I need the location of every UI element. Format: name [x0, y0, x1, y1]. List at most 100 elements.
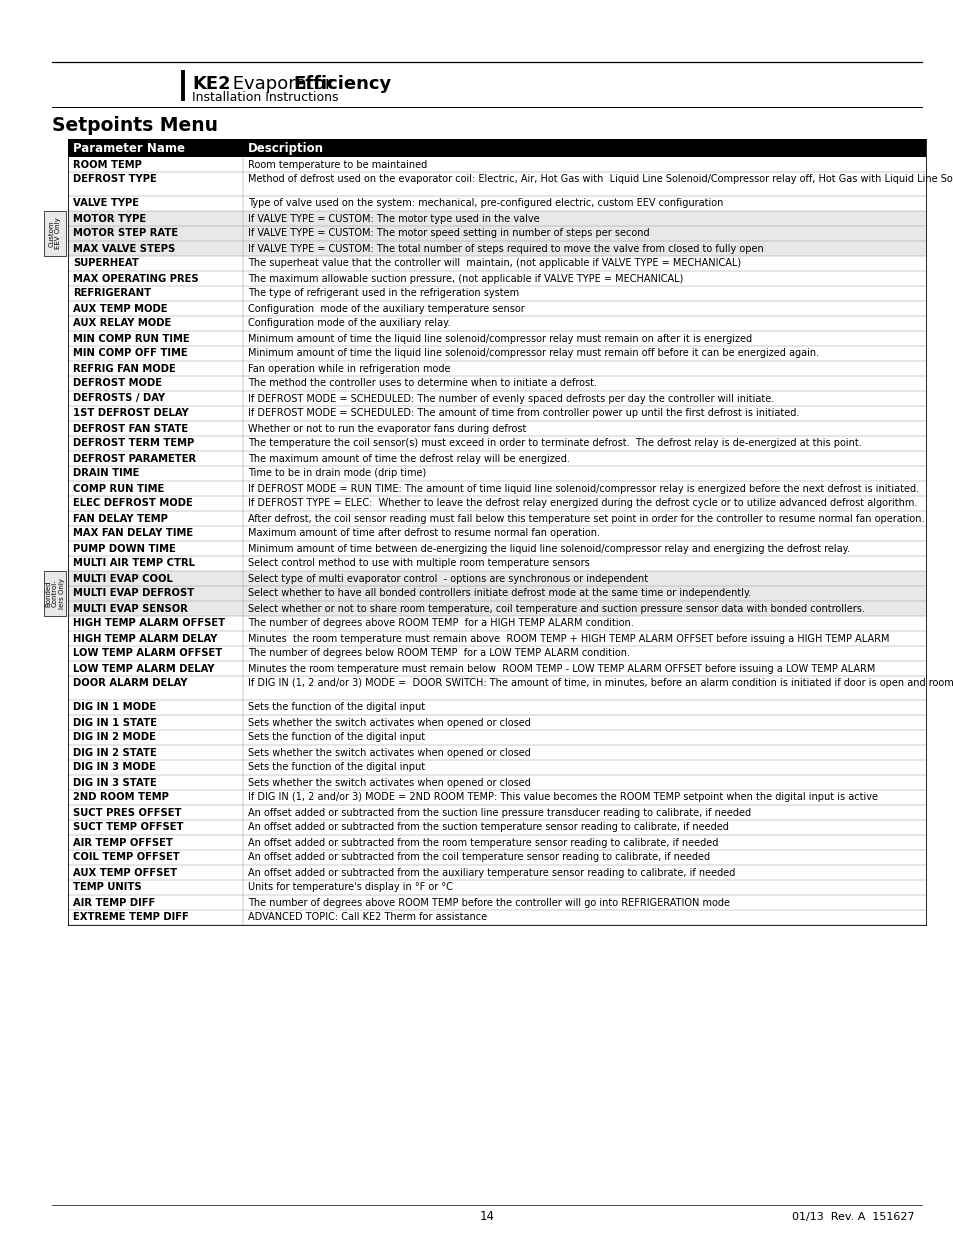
Bar [68, 172, 925, 196]
Text: MIN COMP RUN TIME: MIN COMP RUN TIME [73, 333, 190, 343]
Text: If DIG IN (1, 2 and/or 3) MODE =  DOOR SWITCH: The amount of time, in minutes, b: If DIG IN (1, 2 and/or 3) MODE = DOOR SW… [248, 678, 953, 688]
Text: AUX TEMP OFFSET: AUX TEMP OFFSET [73, 867, 177, 878]
Text: SUCT PRES OFFSET: SUCT PRES OFFSET [73, 808, 181, 818]
Bar [68, 226, 925, 241]
Text: EXTREME TEMP DIFF: EXTREME TEMP DIFF [73, 913, 189, 923]
Bar [68, 436, 925, 451]
Text: DEFROST PARAMETER: DEFROST PARAMETER [73, 453, 196, 463]
Text: 1ST DEFROST DELAY: 1ST DEFROST DELAY [73, 409, 189, 419]
Text: LOW TEMP ALARM OFFSET: LOW TEMP ALARM OFFSET [73, 648, 222, 658]
Text: AUX RELAY MODE: AUX RELAY MODE [73, 319, 172, 329]
Bar [68, 745, 925, 760]
Text: ROOM TEMP: ROOM TEMP [73, 159, 142, 169]
Text: DIG IN 2 MODE: DIG IN 2 MODE [73, 732, 155, 742]
Text: DIG IN 1 MODE: DIG IN 1 MODE [73, 703, 156, 713]
Bar [68, 864, 925, 881]
Text: Method of defrost used on the evaporator coil: Electric, Air, Hot Gas with  Liqu: Method of defrost used on the evaporator… [248, 174, 953, 184]
Bar [68, 211, 925, 226]
Text: DEFROSTS / DAY: DEFROSTS / DAY [73, 394, 165, 404]
Bar [68, 346, 925, 361]
Text: MAX FAN DELAY TIME: MAX FAN DELAY TIME [73, 529, 193, 538]
Bar [68, 421, 925, 436]
Bar [68, 526, 925, 541]
Text: 01/13  Rev. A  151627: 01/13 Rev. A 151627 [792, 1212, 914, 1221]
Text: The maximum amount of time the defrost relay will be energized.: The maximum amount of time the defrost r… [248, 453, 569, 463]
Text: If VALVE TYPE = CUSTOM: The motor speed setting in number of steps per second: If VALVE TYPE = CUSTOM: The motor speed … [248, 228, 649, 238]
Bar [68, 361, 925, 375]
Bar [68, 820, 925, 835]
Bar [68, 511, 925, 526]
Text: Sets whether the switch activates when opened or closed: Sets whether the switch activates when o… [248, 747, 530, 757]
Text: The maximum allowable suction pressure, (not applicable if VALVE TYPE = MECHANIC: The maximum allowable suction pressure, … [248, 273, 682, 284]
Text: Whether or not to run the evaporator fans during defrost: Whether or not to run the evaporator fan… [248, 424, 526, 433]
Bar [68, 301, 925, 316]
Bar [68, 760, 925, 776]
Text: DEFROST FAN STATE: DEFROST FAN STATE [73, 424, 188, 433]
Text: Select whether or not to share room temperature, coil temperature and suction pr: Select whether or not to share room temp… [248, 604, 864, 614]
Text: DIG IN 2 STATE: DIG IN 2 STATE [73, 747, 156, 757]
Text: DEFROST MODE: DEFROST MODE [73, 378, 162, 389]
Text: If DEFROST MODE = RUN TIME: The amount of time liquid line solenoid/compressor r: If DEFROST MODE = RUN TIME: The amount o… [248, 483, 918, 494]
Text: Type of valve used on the system: mechanical, pre-configured electric, custom EE: Type of valve used on the system: mechan… [248, 199, 722, 209]
Text: 2ND ROOM TEMP: 2ND ROOM TEMP [73, 793, 169, 803]
Text: MOTOR STEP RATE: MOTOR STEP RATE [73, 228, 178, 238]
Text: MULTI EVAP COOL: MULTI EVAP COOL [73, 573, 172, 583]
Text: After defrost, the coil sensor reading must fall below this temperature set poin: After defrost, the coil sensor reading m… [248, 514, 923, 524]
Text: Configuration  mode of the auxiliary temperature sensor: Configuration mode of the auxiliary temp… [248, 304, 524, 314]
Text: AIR TEMP OFFSET: AIR TEMP OFFSET [73, 837, 172, 847]
Text: Fan operation while in refrigeration mode: Fan operation while in refrigeration mod… [248, 363, 450, 373]
Text: Minutes the room temperature must remain below  ROOM TEMP - LOW TEMP ALARM OFFSE: Minutes the room temperature must remain… [248, 663, 875, 673]
Bar [44, 571, 66, 616]
Text: If VALVE TYPE = CUSTOM: The total number of steps required to move the valve fro: If VALVE TYPE = CUSTOM: The total number… [248, 243, 763, 253]
Bar [68, 157, 925, 172]
Text: If DEFROST TYPE = ELEC:  Whether to leave the defrost relay energized during the: If DEFROST TYPE = ELEC: Whether to leave… [248, 499, 917, 509]
Text: The superheat value that the controller will  maintain, (not applicable if VALVE: The superheat value that the controller … [248, 258, 740, 268]
Text: Sets whether the switch activates when opened or closed: Sets whether the switch activates when o… [248, 778, 530, 788]
Text: Configuration mode of the auxiliary relay.: Configuration mode of the auxiliary rela… [248, 319, 450, 329]
Text: DIG IN 3 MODE: DIG IN 3 MODE [73, 762, 155, 773]
Text: Efficiency: Efficiency [293, 75, 391, 93]
Bar [68, 451, 925, 466]
Bar [68, 730, 925, 745]
Bar [68, 776, 925, 790]
Text: HIGH TEMP ALARM OFFSET: HIGH TEMP ALARM OFFSET [73, 619, 225, 629]
Text: If DEFROST MODE = SCHEDULED: The amount of time from controller power up until t: If DEFROST MODE = SCHEDULED: The amount … [248, 409, 799, 419]
Text: REFRIG FAN MODE: REFRIG FAN MODE [73, 363, 175, 373]
Text: An offset added or subtracted from the suction temperature sensor reading to cal: An offset added or subtracted from the s… [248, 823, 728, 832]
Bar [68, 331, 925, 346]
Text: If VALVE TYPE = CUSTOM: The motor type used in the valve: If VALVE TYPE = CUSTOM: The motor type u… [248, 214, 539, 224]
Text: An offset added or subtracted from the room temperature sensor reading to calibr: An offset added or subtracted from the r… [248, 837, 718, 847]
Text: Sets the function of the digital input: Sets the function of the digital input [248, 762, 425, 773]
Bar [68, 910, 925, 925]
Text: DIG IN 3 STATE: DIG IN 3 STATE [73, 778, 156, 788]
Text: TEMP UNITS: TEMP UNITS [73, 883, 141, 893]
Bar [68, 805, 925, 820]
Text: If DIG IN (1, 2 and/or 3) MODE = 2ND ROOM TEMP: This value becomes the ROOM TEMP: If DIG IN (1, 2 and/or 3) MODE = 2ND ROO… [248, 793, 877, 803]
Text: Select control method to use with multiple room temperature sensors: Select control method to use with multip… [248, 558, 589, 568]
Text: MULTI AIR TEMP CTRL: MULTI AIR TEMP CTRL [73, 558, 194, 568]
Bar [68, 375, 925, 391]
Bar [68, 585, 925, 601]
Text: Minutes  the room temperature must remain above  ROOM TEMP + HIGH TEMP ALARM OFF: Minutes the room temperature must remain… [248, 634, 888, 643]
Text: Select type of multi evaporator control  - options are synchronous or independen: Select type of multi evaporator control … [248, 573, 647, 583]
Bar [68, 287, 925, 301]
Bar [68, 881, 925, 895]
Text: Time to be in drain mode (drip time): Time to be in drain mode (drip time) [248, 468, 426, 478]
Text: Select whether to have all bonded controllers initiate defrost mode at the same : Select whether to have all bonded contro… [248, 589, 751, 599]
Text: The number of degrees below ROOM TEMP  for a LOW TEMP ALARM condition.: The number of degrees below ROOM TEMP fo… [248, 648, 629, 658]
Text: AUX TEMP MODE: AUX TEMP MODE [73, 304, 168, 314]
Bar [68, 631, 925, 646]
Bar [68, 850, 925, 864]
Text: MULTI EVAP DEFROST: MULTI EVAP DEFROST [73, 589, 194, 599]
Text: Parameter Name: Parameter Name [73, 142, 185, 156]
Text: If DEFROST MODE = SCHEDULED: The number of evenly spaced defrosts per day the co: If DEFROST MODE = SCHEDULED: The number … [248, 394, 774, 404]
Text: SUCT TEMP OFFSET: SUCT TEMP OFFSET [73, 823, 183, 832]
Text: MAX OPERATING PRES: MAX OPERATING PRES [73, 273, 198, 284]
Bar [68, 715, 925, 730]
Bar [68, 196, 925, 211]
Text: DEFROST TYPE: DEFROST TYPE [73, 174, 156, 184]
Text: An offset added or subtracted from the auxiliary temperature sensor reading to c: An offset added or subtracted from the a… [248, 867, 735, 878]
Text: 14: 14 [479, 1210, 494, 1224]
Bar [68, 601, 925, 616]
Bar [68, 790, 925, 805]
